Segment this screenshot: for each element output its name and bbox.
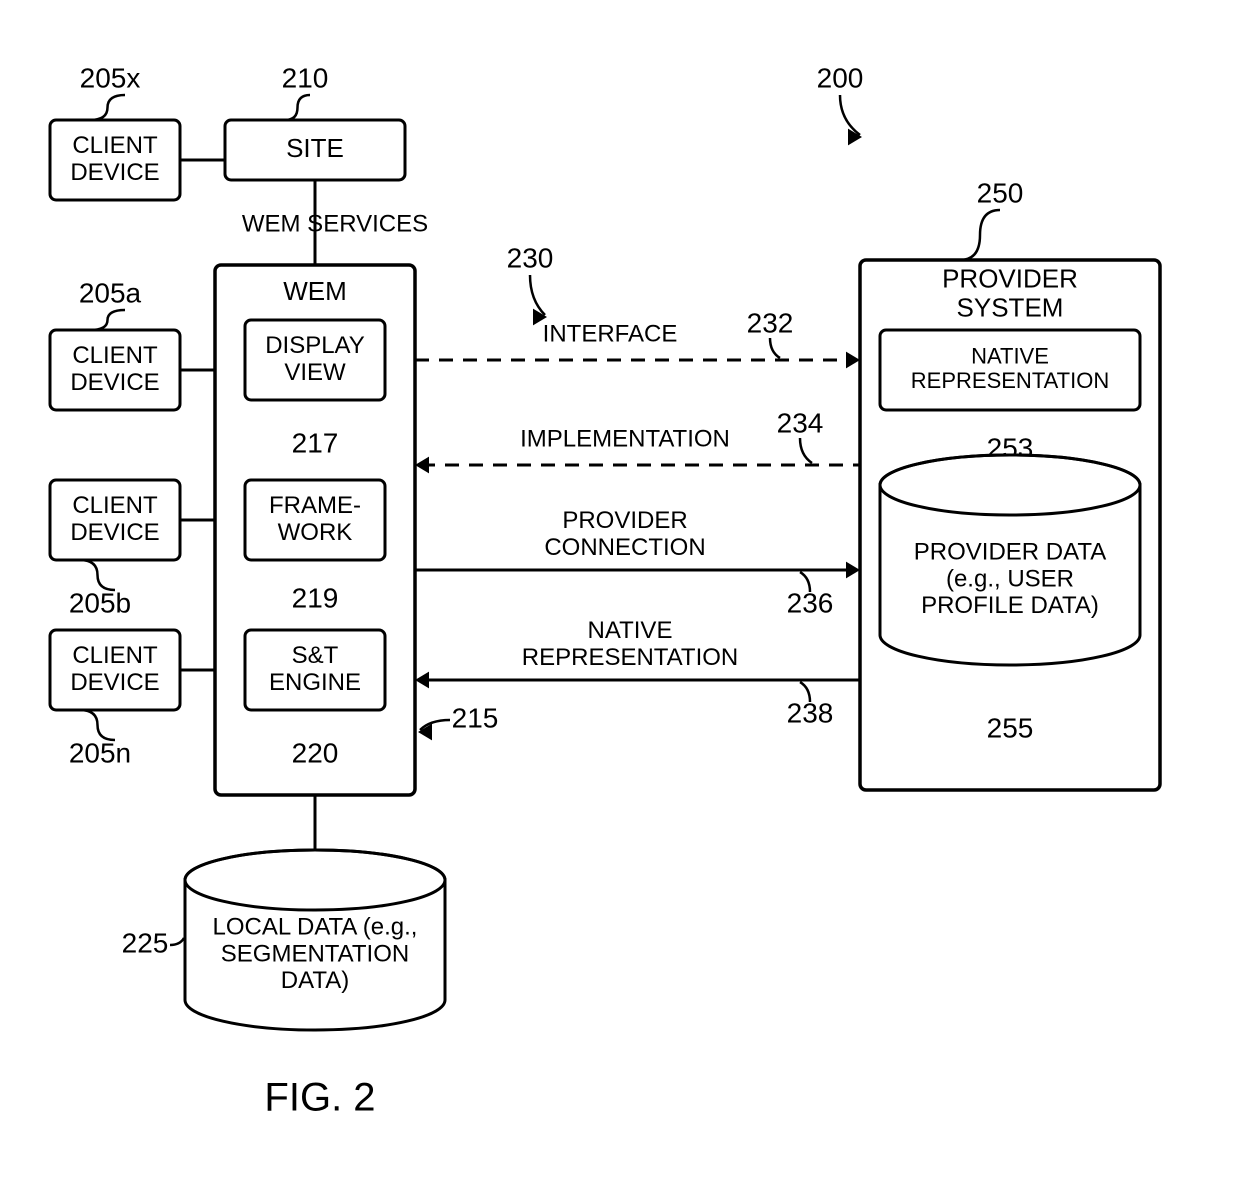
svg-text:205x: 205x [80, 62, 141, 93]
site-label: SITE [286, 133, 344, 163]
svg-text:FIG. 2: FIG. 2 [264, 1076, 375, 1120]
svg-text:SITE: SITE [286, 133, 344, 163]
client-device-x-label: CLIENTDEVICE [70, 132, 159, 186]
svg-text:234: 234 [777, 407, 824, 438]
svg-text:236: 236 [787, 587, 834, 618]
svg-text:FRAME-: FRAME- [269, 492, 361, 519]
ref-220: 220 [292, 737, 339, 768]
ref-215: 215 [452, 702, 499, 733]
svg-text:WEM SERVICES: WEM SERVICES [242, 210, 428, 237]
leader-250 [960, 210, 1000, 260]
svg-text:200: 200 [817, 62, 864, 93]
figure-caption: FIG. 2 [264, 1076, 375, 1120]
svg-text:205n: 205n [69, 737, 131, 768]
svg-text:DISPLAY: DISPLAY [265, 332, 365, 359]
ref-205n: 205n [69, 737, 131, 768]
ref-225: 225 [122, 927, 169, 958]
framework-label: FRAME-WORK [269, 492, 361, 546]
svg-text:215: 215 [452, 702, 499, 733]
ref-232: 232 [747, 307, 794, 338]
svg-text:WORK: WORK [278, 519, 353, 546]
client-device-b-label: CLIENTDEVICE [70, 492, 159, 546]
svg-text:220: 220 [292, 737, 339, 768]
svg-text:DEVICE: DEVICE [70, 369, 159, 396]
ref-238: 238 [787, 697, 834, 728]
svg-text:CONNECTION: CONNECTION [544, 534, 705, 561]
svg-text:255: 255 [987, 712, 1034, 743]
ref-200: 200 [817, 62, 864, 93]
svg-text:CLIENT: CLIENT [72, 342, 158, 369]
svg-text:(e.g., USER: (e.g., USER [946, 565, 1074, 592]
svg-text:WEM: WEM [283, 276, 347, 306]
svg-text:IMPLEMENTATION: IMPLEMENTATION [520, 425, 730, 452]
svg-text:238: 238 [787, 697, 834, 728]
svg-text:CLIENT: CLIENT [72, 492, 158, 519]
svg-text:LOCAL DATA (e.g.,: LOCAL DATA (e.g., [213, 913, 418, 940]
svg-text:219: 219 [292, 582, 339, 613]
svg-text:225: 225 [122, 927, 169, 958]
svg-text:SYSTEM: SYSTEM [957, 292, 1064, 322]
svg-text:PROVIDER: PROVIDER [562, 507, 687, 534]
svg-text:PROFILE DATA): PROFILE DATA) [921, 592, 1099, 619]
ref-205a: 205a [79, 277, 142, 308]
svg-text:PROVIDER: PROVIDER [942, 263, 1078, 293]
client-device-a-label: CLIENTDEVICE [70, 342, 159, 396]
svg-text:DEVICE: DEVICE [70, 669, 159, 696]
svg-text:REPRESENTATION: REPRESENTATION [522, 644, 738, 671]
svg-text:VIEW: VIEW [284, 359, 346, 386]
svg-text:DATA): DATA) [281, 967, 349, 994]
ref-217: 217 [292, 427, 339, 458]
svg-text:DEVICE: DEVICE [70, 159, 159, 186]
wem-label: WEM [283, 276, 347, 306]
wem-services-label: WEM SERVICES [242, 210, 428, 237]
interface-label: INTERFACE [543, 320, 678, 347]
provider-connection-label: PROVIDERCONNECTION [544, 507, 705, 561]
svg-text:230: 230 [507, 242, 554, 273]
ref-205b: 205b [69, 587, 131, 618]
ref-205x: 205x [80, 62, 141, 93]
ref-234: 234 [777, 407, 824, 438]
leader-210 [285, 95, 310, 120]
svg-text:ENGINE: ENGINE [269, 669, 361, 696]
ref-210: 210 [282, 62, 329, 93]
svg-text:SEGMENTATION: SEGMENTATION [221, 940, 409, 967]
leader-205n [80, 710, 115, 740]
svg-text:CLIENT: CLIENT [72, 132, 158, 159]
svg-text:S&T: S&T [292, 642, 339, 669]
svg-text:250: 250 [977, 177, 1024, 208]
svg-text:REPRESENTATION: REPRESENTATION [911, 368, 1109, 393]
ref-219: 219 [292, 582, 339, 613]
ref-236: 236 [787, 587, 834, 618]
svg-text:232: 232 [747, 307, 794, 338]
leader-205b [80, 560, 115, 590]
ref-255: 255 [987, 712, 1034, 743]
provider-system-label: PROVIDERSYSTEM [942, 263, 1078, 322]
svg-text:NATIVE: NATIVE [588, 617, 673, 644]
svg-text:NATIVE: NATIVE [971, 343, 1049, 368]
leader-205x [90, 95, 125, 120]
svg-text:DEVICE: DEVICE [70, 519, 159, 546]
svg-text:CLIENT: CLIENT [72, 642, 158, 669]
svg-text:210: 210 [282, 62, 329, 93]
native-representation-arrow-label: NATIVEREPRESENTATION [522, 617, 738, 671]
client-device-n-label: CLIENTDEVICE [70, 642, 159, 696]
svg-text:217: 217 [292, 427, 339, 458]
svg-text:205a: 205a [79, 277, 142, 308]
svg-text:205b: 205b [69, 587, 131, 618]
implementation-label: IMPLEMENTATION [520, 425, 730, 452]
ref-250: 250 [977, 177, 1024, 208]
svg-text:INTERFACE: INTERFACE [543, 320, 678, 347]
leader-205a [90, 310, 125, 330]
svg-text:PROVIDER DATA: PROVIDER DATA [914, 538, 1106, 565]
ref-230: 230 [507, 242, 554, 273]
